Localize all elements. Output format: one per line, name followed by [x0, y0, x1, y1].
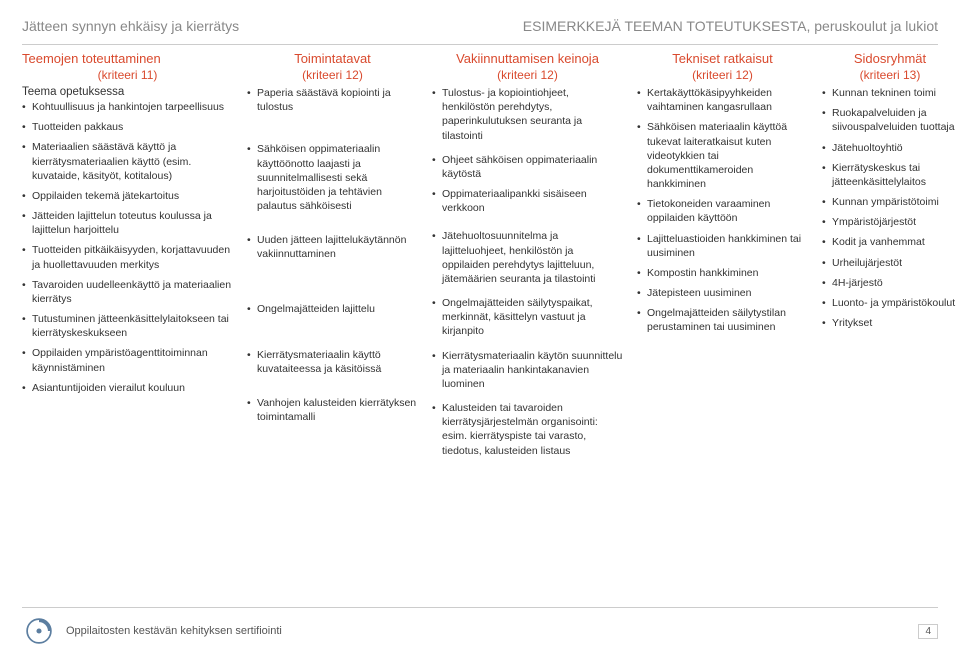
list-item: Ongelmajätteiden säilytyspaikat, merkinn… [432, 296, 623, 339]
col2-body: Paperia säästävä kopiointi ja tulostus S… [247, 86, 422, 464]
list-item: Lajitteluastioiden hankkiminen tai uusim… [637, 232, 808, 260]
list-item: Oppilaiden tekemä jätekartoitus [22, 189, 233, 203]
list-item: 4H-järjestö [822, 276, 958, 290]
list-item: Ruokapalveluiden ja siivouspalveluiden t… [822, 106, 958, 134]
list-item: Kodit ja vanhemmat [822, 235, 958, 249]
col4-body: Kertakäyttökäsipyyhkeiden vaihtaminen ka… [637, 86, 812, 464]
col1-body: Teema opetuksessa Kohtuullisuus ja hanki… [22, 86, 237, 464]
list-item: Uuden jätteen lajittelukäytännön vakiinn… [247, 233, 418, 261]
footer: Oppilaitosten kestävän kehityksen sertif… [22, 607, 938, 648]
list-item: Tuotteiden pitkäikäisyyden, korjattavuud… [22, 243, 233, 271]
list-item: Sähköisen materiaalin käyttöä tukevat la… [637, 120, 808, 191]
col-sub-4: (kriteeri 13) [822, 68, 960, 86]
list-item: Vanhojen kalusteiden kierrätyksen toimin… [247, 396, 418, 424]
col4-list: Kertakäyttökäsipyyhkeiden vaihtaminen ka… [637, 86, 808, 335]
col-sub-1: (kriteeri 12) [247, 68, 422, 86]
col3-list: Tulostus- ja kopiointiohjeet, henkilöstö… [432, 86, 623, 458]
list-item: Luonto- ja ympäristökoulut [822, 296, 958, 310]
col1-list: Kohtuullisuus ja hankintojen tarpeellisu… [22, 100, 233, 395]
page-root: Jätteen synnyn ehkäisy ja kierrätys ESIM… [0, 0, 960, 658]
col3-body: Tulostus- ja kopiointiohjeet, henkilöstö… [432, 86, 627, 464]
list-item: Jätteiden lajittelun toteutus koulussa j… [22, 209, 233, 237]
col5-list: Kunnan tekninen toimi Ruokapalveluiden j… [822, 86, 958, 330]
list-item: Kalusteiden tai tavaroiden kierrätysjärj… [432, 401, 623, 458]
col-head-2: Vakiinnuttamisen keinoja [432, 51, 627, 68]
col-head-3: Tekniset ratkaisut [637, 51, 812, 68]
list-item: Ongelmajätteiden säilytystilan perustami… [637, 306, 808, 334]
list-item: Jätepisteen uusiminen [637, 286, 808, 300]
list-item: Kierrätyskeskus tai jätteenkäsittelylait… [822, 161, 958, 189]
list-item: Sähköisen oppimateriaalin käyttöönotto l… [247, 142, 418, 213]
list-item: Tulostus- ja kopiointiohjeet, henkilöstö… [432, 86, 623, 143]
list-item: Materiaalien säästävä käyttö ja kierräty… [22, 140, 233, 183]
list-item: Asiantuntijoiden vierailut kouluun [22, 381, 233, 395]
list-item: Oppimateriaalipankki sisäiseen verkkoon [432, 187, 623, 215]
col-head-0: Teemojen toteuttaminen [22, 51, 237, 68]
col-sub-3: (kriteeri 12) [637, 68, 812, 86]
col-head-1: Toimintatavat [247, 51, 422, 68]
okka-logo-icon [22, 614, 56, 648]
header-row: Jätteen synnyn ehkäisy ja kierrätys ESIM… [22, 18, 938, 34]
col5-body: Kunnan tekninen toimi Ruokapalveluiden j… [822, 86, 960, 464]
list-item: Jätehuoltosuunnitelma ja lajitteluohjeet… [432, 229, 623, 286]
list-item: Kunnan ympäristötoimi [822, 195, 958, 209]
col1-label: Teema opetuksessa [22, 86, 233, 98]
list-item: Urheilujärjestöt [822, 256, 958, 270]
page-number: 4 [918, 624, 938, 639]
header-left: Jätteen synnyn ehkäisy ja kierrätys [22, 18, 239, 34]
list-item: Tuotteiden pakkaus [22, 120, 233, 134]
footer-logo-wrap: Oppilaitosten kestävän kehityksen sertif… [22, 614, 282, 648]
list-item: Kompostin hankkiminen [637, 266, 808, 280]
list-item: Kunnan tekninen toimi [822, 86, 958, 100]
list-item: Kertakäyttökäsipyyhkeiden vaihtaminen ka… [637, 86, 808, 114]
col-sub-0: (kriteeri 11) [22, 68, 237, 86]
col-sub-2: (kriteeri 12) [432, 68, 627, 86]
list-item: Yritykset [822, 316, 958, 330]
list-item: Paperia säästävä kopiointi ja tulostus [247, 86, 418, 114]
list-item: Ongelmajätteiden lajittelu [247, 302, 418, 316]
footer-text: Oppilaitosten kestävän kehityksen sertif… [66, 625, 282, 637]
main-grid: Teemojen toteuttaminen Toimintatavat Vak… [22, 44, 938, 464]
list-item: Tietokoneiden varaaminen oppilaiden käyt… [637, 197, 808, 225]
list-item: Tutustuminen jätteenkäsittelylaitokseen … [22, 312, 233, 340]
list-item: Ympäristöjärjestöt [822, 215, 958, 229]
list-item: Oppilaiden ympäristöagenttitoiminnan käy… [22, 346, 233, 374]
list-item: Tavaroiden uudelleenkäyttö ja materiaali… [22, 278, 233, 306]
col-head-4: Sidosryhmät [822, 51, 960, 68]
header-right: ESIMERKKEJÄ TEEMAN TOTEUTUKSESTA, perusk… [523, 18, 938, 34]
col2-list: Paperia säästävä kopiointi ja tulostus S… [247, 86, 418, 424]
list-item: Kierrätysmateriaalin käyttö kuvataiteess… [247, 348, 418, 376]
list-item: Ohjeet sähköisen oppimateriaalin käytöst… [432, 153, 623, 181]
list-item: Kohtuullisuus ja hankintojen tarpeellisu… [22, 100, 233, 114]
list-item: Kierrätysmateriaalin käytön suunnittelu … [432, 349, 623, 392]
list-item: Jätehuoltoyhtiö [822, 141, 958, 155]
